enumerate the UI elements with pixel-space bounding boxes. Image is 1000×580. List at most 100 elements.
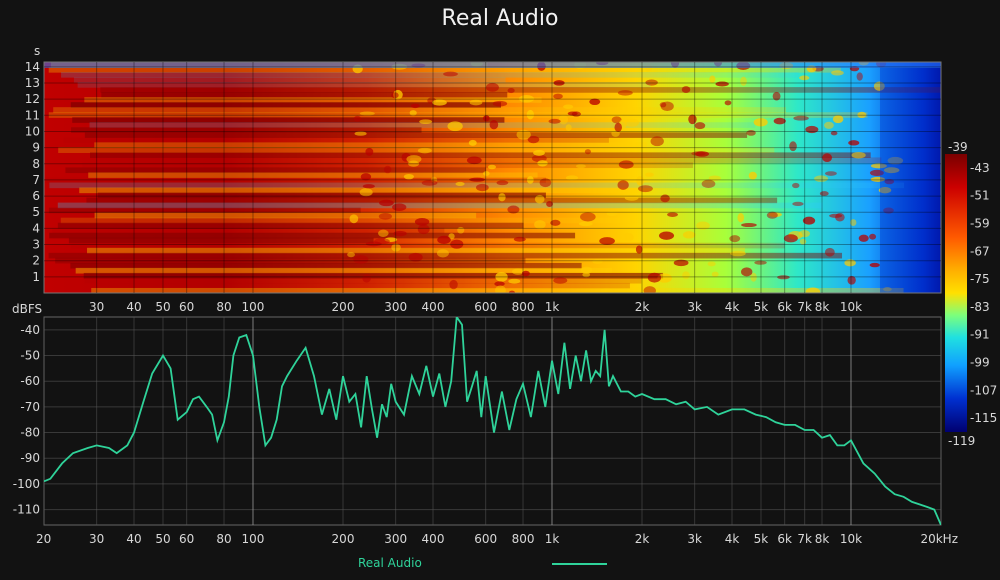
- spectrogram-y-tick: 10: [25, 124, 40, 138]
- colorbar-tick: -39: [948, 140, 968, 154]
- spectrogram-band: [94, 212, 477, 219]
- spectrogram-blob: [600, 288, 614, 293]
- spectrogram-band: [49, 182, 905, 189]
- spectrogram-blob: [359, 111, 375, 116]
- spectrogram-blob: [850, 219, 857, 226]
- spectrogram-band: [97, 192, 546, 199]
- spectrogram-blob: [869, 169, 884, 176]
- spectrogram-blob: [508, 290, 516, 293]
- spectrogram-blob: [766, 211, 778, 219]
- spectrogram-blob: [730, 250, 746, 257]
- spectrogram-blob: [624, 194, 639, 201]
- spectrogram-blob: [483, 115, 490, 122]
- spectrogram-band: [82, 162, 693, 169]
- spectrogram-x-ticks: 30 40 50 60 80 100 200 300 400 600 800 1k 2k 3k 4k 5k 6k…: [89, 300, 862, 314]
- spectrogram-blob: [696, 221, 710, 230]
- spectrogram-blob: [563, 104, 574, 109]
- spectrogram-x-tick: 6k: [777, 300, 792, 314]
- spectrogram-band: [70, 262, 582, 269]
- spectrogram-blob: [437, 235, 451, 244]
- spectrogram-band: [72, 117, 505, 123]
- spectrum-x-tick: 10k: [840, 532, 862, 546]
- spectrogram-blob: [365, 147, 374, 156]
- colorbar-tick: -107: [970, 383, 997, 397]
- spectrogram-blob: [378, 229, 389, 237]
- spectrogram-blob: [829, 213, 843, 218]
- colorbar-tick: -91: [970, 328, 990, 342]
- spectrum-x-tick: 4k: [725, 532, 740, 546]
- spectrogram-blob: [773, 117, 786, 125]
- legend-swatch: [552, 563, 607, 565]
- spectrogram-blob: [805, 287, 821, 293]
- spectrogram-blob: [379, 199, 394, 207]
- spectrogram-blob: [708, 175, 721, 181]
- spectrogram-x-tick: 5k: [754, 300, 769, 314]
- spectrogram-blob: [822, 153, 833, 163]
- spectrogram-band: [89, 122, 756, 128]
- spectrogram-blob: [432, 99, 447, 106]
- spectrogram-blob: [526, 176, 534, 184]
- spectrogram-blob: [870, 163, 887, 169]
- spectrogram-y-tick: 9: [32, 141, 40, 155]
- legend-label: Real Audio: [358, 556, 422, 570]
- spectrogram-blob: [533, 149, 545, 156]
- spectrogram-blob: [772, 91, 781, 101]
- spectrogram-band: [55, 257, 526, 264]
- spectrogram-band: [48, 252, 843, 259]
- spectrogram-highfreq-shade: [880, 62, 941, 293]
- spectrogram-blob: [741, 223, 757, 228]
- spectrogram-blob: [802, 216, 816, 225]
- spectrogram-blob: [814, 175, 829, 182]
- spectrogram-blob: [492, 100, 508, 107]
- spectrogram-blob: [695, 151, 710, 157]
- spectrogram-blob: [495, 285, 506, 293]
- spectrogram-blob: [457, 226, 465, 234]
- spectrum-x-tick: 100: [242, 532, 265, 546]
- spectrogram-blob: [550, 219, 561, 226]
- colorbar-tick: -75: [970, 272, 990, 286]
- spectrogram-blob: [746, 129, 756, 136]
- spectrogram-blob: [553, 93, 563, 100]
- spectrogram-blob: [740, 76, 747, 86]
- spectrogram-blob: [869, 262, 880, 268]
- spectrum-y-tick: -70: [20, 400, 40, 414]
- spectrogram-blob: [534, 194, 545, 204]
- spectrogram-blob: [638, 185, 653, 193]
- spectrogram-y-tick: 11: [25, 108, 40, 122]
- spectrogram-blob: [575, 164, 586, 169]
- spectrum-x-tick: 40: [126, 532, 141, 546]
- spectrogram-blob: [660, 194, 670, 203]
- spectrogram-blob: [565, 175, 579, 181]
- spectrogram-blob: [534, 220, 546, 230]
- spectrogram-blob: [508, 278, 521, 284]
- spectrogram-blob: [682, 271, 690, 280]
- spectrogram-blob: [851, 151, 866, 159]
- spectrum-y-tick: -50: [20, 349, 40, 363]
- spectrogram-blob: [799, 238, 807, 245]
- spectrogram-top-edge: [44, 62, 941, 68]
- spectrogram-blob: [887, 156, 904, 165]
- spectrogram-blob: [580, 212, 596, 222]
- spectrogram-blob: [419, 119, 433, 125]
- spectrogram-blob: [748, 171, 757, 180]
- spectrogram-blob: [539, 178, 552, 188]
- spectrogram-band: [88, 172, 538, 179]
- spectrogram-blob: [645, 172, 654, 177]
- spectrogram-blob: [391, 243, 401, 252]
- spectrogram-blob: [592, 259, 603, 264]
- spectrogram-x-tick: 800: [512, 300, 535, 314]
- spectrogram-blob: [857, 111, 867, 119]
- spectrogram-blob: [709, 75, 716, 83]
- spectrogram-x-tick: 1k: [545, 300, 560, 314]
- spectrogram-blob: [799, 75, 810, 81]
- spectrogram-blob: [614, 122, 622, 132]
- spectrogram-blob: [436, 249, 449, 258]
- spectrogram-blob: [365, 241, 382, 247]
- spectrogram-blob: [673, 259, 689, 267]
- spectrogram-blob: [688, 114, 697, 125]
- spectrum-x-tick: 20: [36, 532, 51, 546]
- spectrogram-band: [65, 167, 486, 174]
- spectrum-x-tick: 200: [332, 532, 355, 546]
- spectrogram-frame: [43, 61, 942, 294]
- spectrogram-x-tick: 7k: [797, 300, 812, 314]
